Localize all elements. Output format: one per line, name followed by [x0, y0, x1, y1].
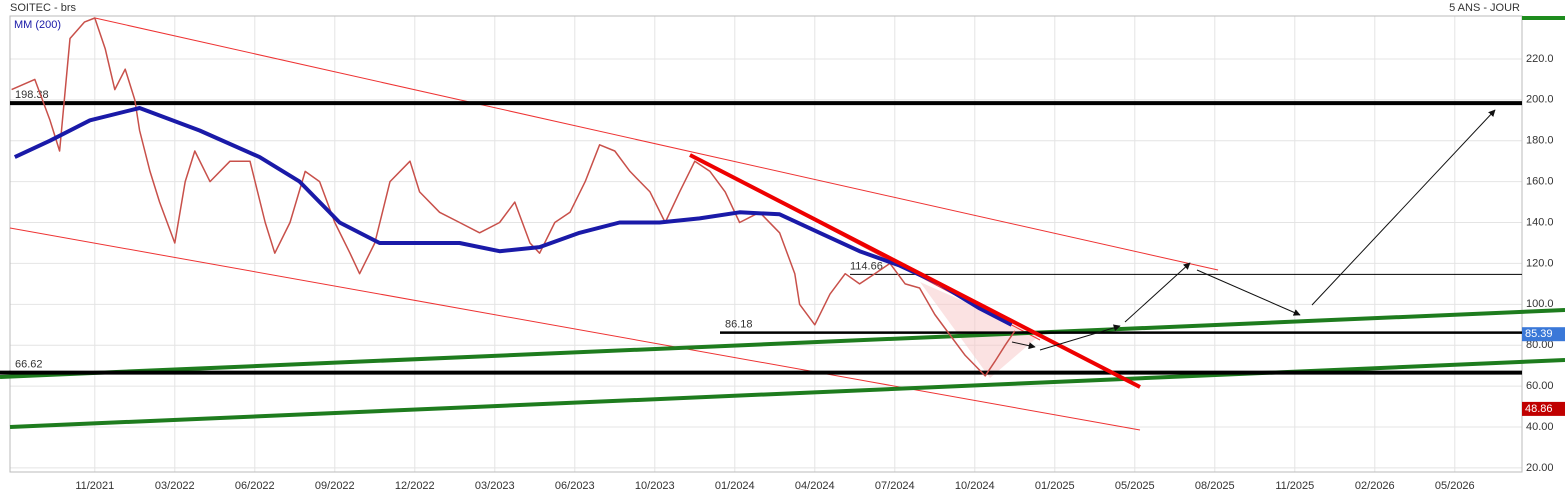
x-tick-label: 08/2025 [1195, 480, 1235, 492]
y-tick-label: 120.0 [1526, 257, 1554, 269]
level-label: 66.62 [15, 358, 43, 370]
x-tick-label: 12/2022 [395, 480, 435, 492]
x-tick-label: 06/2022 [235, 480, 275, 492]
x-tick-label: 02/2026 [1355, 480, 1395, 492]
x-tick-label: 03/2022 [155, 480, 195, 492]
period-label: 5 ANS - JOUR [1449, 2, 1520, 14]
support-line [0, 308, 1565, 379]
price-tag-label: 85.39 [1525, 328, 1553, 340]
price-line [11, 17, 1016, 377]
x-tick-label: 06/2023 [555, 480, 595, 492]
x-tick-label: 03/2023 [475, 480, 515, 492]
x-tick-label: 10/2024 [955, 480, 995, 492]
y-tick-label: 80.00 [1526, 339, 1554, 351]
top-marker [1522, 16, 1565, 20]
y-tick-label: 220.0 [1526, 53, 1554, 65]
projection-arrow [1196, 269, 1301, 316]
y-tick-label: 40.00 [1526, 421, 1554, 433]
plot-frame [9, 15, 1523, 473]
x-tick-label: 05/2025 [1115, 480, 1155, 492]
x-tick-label: 01/2024 [715, 480, 755, 492]
level-label: 86.18 [725, 318, 753, 330]
y-tick-label: 200.0 [1526, 94, 1554, 106]
projection-arrow [1311, 109, 1496, 306]
x-tick-label: 09/2022 [315, 480, 355, 492]
y-tick-label: 100.0 [1526, 298, 1554, 310]
x-tick-label: 04/2024 [795, 480, 835, 492]
price-tag-label: 48.86 [1525, 403, 1553, 415]
moving-average [13, 106, 1013, 327]
x-tick-label: 10/2023 [635, 480, 675, 492]
x-tick-label: 07/2024 [875, 480, 915, 492]
support-line [9, 358, 1565, 429]
x-tick-label: 11/2025 [1275, 480, 1314, 492]
chart-title: SOITEC - brs [10, 2, 77, 14]
y-tick-label: 20.00 [1526, 462, 1554, 474]
price-tag [1522, 327, 1565, 342]
y-tick-label: 180.0 [1526, 135, 1554, 147]
legend-entry: MM (200) [14, 19, 61, 31]
y-tick-label: 140.0 [1526, 216, 1554, 228]
projection-arrow [1011, 341, 1036, 350]
triangle-zone [920, 282, 1040, 378]
trendline [9, 227, 1141, 431]
x-tick-label: 01/2025 [1035, 480, 1075, 492]
level-label: 114.66 [850, 260, 883, 272]
x-tick-label: 11/2021 [75, 480, 114, 492]
trendline [94, 17, 1219, 271]
level-label: 198.38 [15, 89, 49, 101]
projection-arrow [1039, 324, 1121, 351]
projection-arrow [1124, 262, 1191, 323]
y-tick-label: 160.0 [1526, 176, 1554, 188]
price-tag [1522, 401, 1565, 416]
y-tick-label: 60.00 [1526, 380, 1554, 392]
x-tick-label: 05/2026 [1435, 480, 1475, 492]
resistance-line [689, 153, 1141, 389]
